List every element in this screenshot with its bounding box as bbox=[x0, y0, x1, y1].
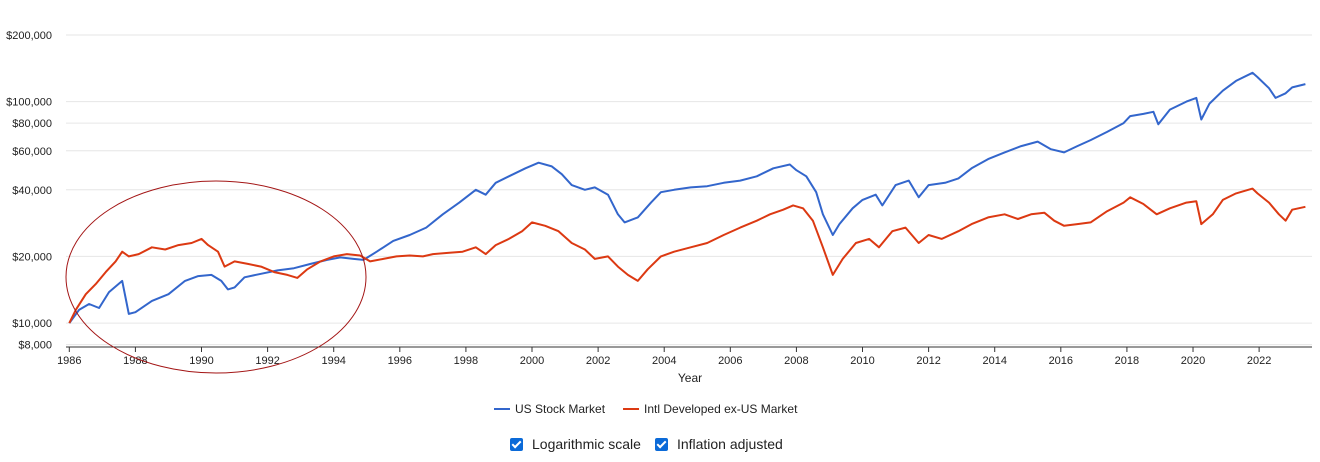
series-line-0 bbox=[68, 71, 1306, 324]
checkbox-checked-icon[interactable] bbox=[654, 437, 668, 451]
x-tick-label: 1986 bbox=[57, 355, 81, 367]
x-tick-label: 1998 bbox=[454, 355, 478, 367]
series-line-1 bbox=[68, 187, 1306, 324]
y-tick-label: $10,000 bbox=[12, 318, 52, 330]
y-tick-label: $40,000 bbox=[12, 185, 52, 197]
x-tick-label: 2000 bbox=[520, 355, 544, 367]
x-tick-label: 2010 bbox=[850, 355, 874, 367]
x-tick-label: 2022 bbox=[1247, 355, 1271, 367]
x-tick-label: 2008 bbox=[784, 355, 808, 367]
x-tick-label: 2014 bbox=[982, 355, 1006, 367]
legend-label: Intl Developed ex-US Market bbox=[644, 402, 798, 416]
log-scale-label: Logarithmic scale bbox=[532, 436, 641, 452]
x-tick-label: 2004 bbox=[652, 355, 676, 367]
checkbox-checked-icon[interactable] bbox=[510, 437, 523, 451]
y-tick-label: $80,000 bbox=[12, 118, 52, 130]
x-axis-ticks: 1986 1988 1990 1992 1994 1996 1998 2000 2002 2004… bbox=[57, 347, 1271, 367]
gridlines bbox=[66, 34, 1312, 346]
x-tick-label: 2020 bbox=[1181, 355, 1205, 367]
series-lines bbox=[68, 71, 1306, 324]
x-tick-label: 2006 bbox=[718, 355, 742, 367]
legend: US Stock Market Intl Developed ex-US Mark… bbox=[494, 402, 798, 416]
x-tick-label: 2002 bbox=[586, 355, 610, 367]
x-tick-label: 1990 bbox=[189, 355, 213, 367]
legend-label: US Stock Market bbox=[515, 402, 606, 416]
y-tick-label: $200,000 bbox=[6, 30, 52, 42]
inflation-adjusted-checkbox[interactable]: Inflation adjusted bbox=[654, 436, 783, 452]
log-scale-checkbox[interactable]: Logarithmic scale bbox=[510, 436, 641, 452]
x-tick-label: 2012 bbox=[916, 355, 940, 367]
y-axis-ticks: $8,000 $10,000 $20,000 $40,000 $60,000 $80,00… bbox=[6, 30, 52, 352]
x-axis-title: Year bbox=[678, 371, 702, 385]
highlight-ellipse-annotation bbox=[65, 180, 367, 374]
x-tick-label: 1988 bbox=[123, 355, 147, 367]
y-tick-label: $60,000 bbox=[12, 146, 52, 158]
chart-options: Logarithmic scale Inflation adjusted bbox=[510, 436, 797, 452]
inflation-adjusted-label: Inflation adjusted bbox=[676, 436, 783, 452]
x-tick-label: 2018 bbox=[1115, 355, 1139, 367]
x-tick-label: 1994 bbox=[321, 355, 345, 367]
y-tick-label: $100,000 bbox=[6, 97, 52, 109]
x-tick-label: 1992 bbox=[255, 355, 279, 367]
y-tick-label: $20,000 bbox=[12, 251, 52, 263]
y-tick-label: $8,000 bbox=[18, 340, 52, 352]
x-tick-label: 1996 bbox=[388, 355, 412, 367]
x-tick-label: 2016 bbox=[1049, 355, 1073, 367]
